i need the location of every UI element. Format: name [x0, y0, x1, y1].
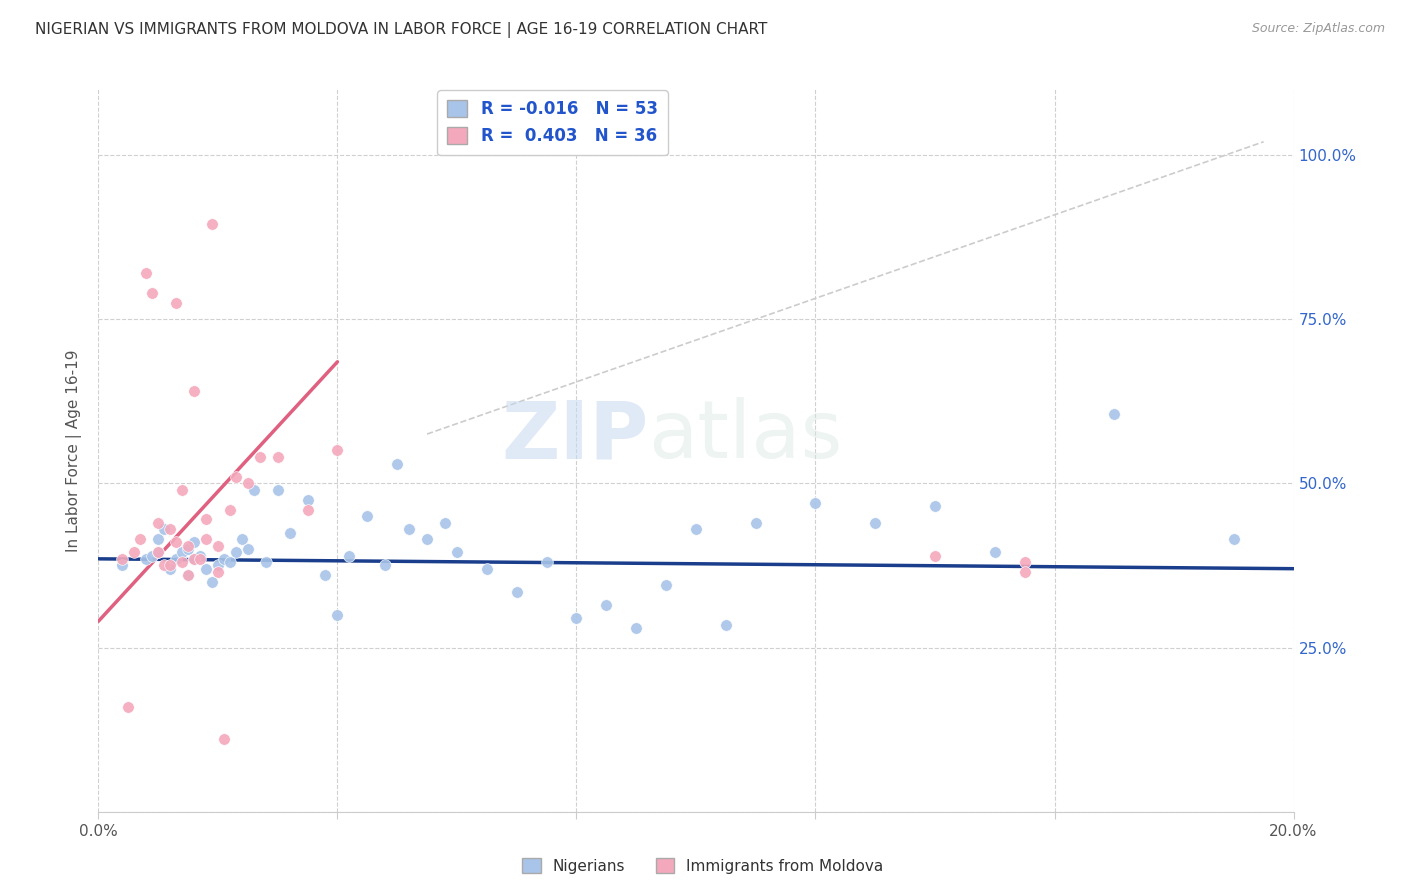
Point: [177, 539, 200, 553]
Point: [148, 532, 170, 546]
Point: [924, 549, 946, 563]
Point: [416, 532, 439, 546]
Point: [374, 558, 396, 573]
Point: [267, 450, 290, 464]
Point: [141, 549, 163, 563]
Point: [745, 516, 768, 530]
Point: [159, 522, 181, 536]
Point: [177, 568, 200, 582]
Point: [183, 551, 205, 566]
Point: [267, 483, 290, 497]
Point: [212, 551, 235, 566]
Point: [129, 532, 152, 546]
Point: [159, 558, 181, 573]
Point: [183, 535, 205, 549]
Point: [225, 545, 247, 559]
Point: [172, 545, 194, 559]
Point: [536, 555, 558, 569]
Point: [326, 443, 349, 458]
Point: [565, 611, 588, 625]
Point: [236, 476, 259, 491]
Point: [398, 522, 420, 536]
Point: [148, 545, 170, 559]
Point: [212, 732, 235, 747]
Point: [243, 483, 266, 497]
Point: [111, 558, 134, 573]
Point: [195, 512, 218, 526]
Point: [595, 598, 617, 612]
Point: [297, 502, 319, 516]
Point: [207, 558, 229, 573]
Point: [153, 558, 176, 573]
Point: [117, 699, 139, 714]
Point: [339, 549, 361, 563]
Point: [148, 545, 170, 559]
Point: [165, 535, 187, 549]
Point: [1223, 532, 1246, 546]
Point: [207, 539, 229, 553]
Point: [172, 483, 194, 497]
Point: [219, 502, 242, 516]
Point: [111, 551, 134, 566]
Point: [626, 621, 648, 635]
Point: [177, 541, 200, 556]
Point: [685, 522, 707, 536]
Point: [177, 568, 200, 582]
Text: atlas: atlas: [648, 397, 842, 475]
Point: [434, 516, 457, 530]
Point: [655, 578, 678, 592]
Point: [714, 617, 737, 632]
Point: [135, 551, 157, 566]
Point: [1014, 565, 1036, 579]
Point: [249, 450, 271, 464]
Point: [297, 492, 319, 507]
Point: [506, 584, 529, 599]
Point: [865, 516, 887, 530]
Point: [195, 532, 218, 546]
Point: [159, 562, 181, 576]
Point: [315, 568, 337, 582]
Point: [165, 551, 187, 566]
Point: [356, 509, 378, 524]
Point: [231, 532, 253, 546]
Legend: R = -0.016   N = 53, R =  0.403   N = 36: R = -0.016 N = 53, R = 0.403 N = 36: [437, 90, 668, 155]
Point: [188, 551, 211, 566]
Point: [183, 551, 205, 566]
Point: [475, 562, 498, 576]
Point: [984, 545, 1007, 559]
Point: [172, 555, 194, 569]
Point: [201, 574, 224, 589]
Point: [219, 555, 242, 569]
Text: NIGERIAN VS IMMIGRANTS FROM MOLDOVA IN LABOR FORCE | AGE 16-19 CORRELATION CHART: NIGERIAN VS IMMIGRANTS FROM MOLDOVA IN L…: [35, 22, 768, 38]
Point: [225, 469, 247, 483]
Point: [124, 545, 146, 559]
Point: [148, 516, 170, 530]
Point: [446, 545, 468, 559]
Point: [278, 525, 301, 540]
Point: [141, 285, 163, 300]
Point: [165, 295, 187, 310]
Point: [153, 522, 176, 536]
Point: [207, 565, 229, 579]
Point: [135, 266, 157, 280]
Point: [183, 384, 205, 399]
Point: [201, 217, 224, 231]
Point: [1104, 407, 1126, 422]
Legend: Nigerians, Immigrants from Moldova: Nigerians, Immigrants from Moldova: [516, 852, 890, 880]
Point: [195, 562, 218, 576]
Point: [188, 549, 211, 563]
Y-axis label: In Labor Force | Age 16-19: In Labor Force | Age 16-19: [66, 349, 83, 552]
Point: [385, 457, 409, 471]
Point: [236, 541, 259, 556]
Point: [254, 555, 277, 569]
Point: [1014, 555, 1036, 569]
Point: [804, 496, 827, 510]
Text: Source: ZipAtlas.com: Source: ZipAtlas.com: [1251, 22, 1385, 36]
Point: [924, 500, 946, 514]
Point: [326, 607, 349, 622]
Text: ZIP: ZIP: [501, 397, 648, 475]
